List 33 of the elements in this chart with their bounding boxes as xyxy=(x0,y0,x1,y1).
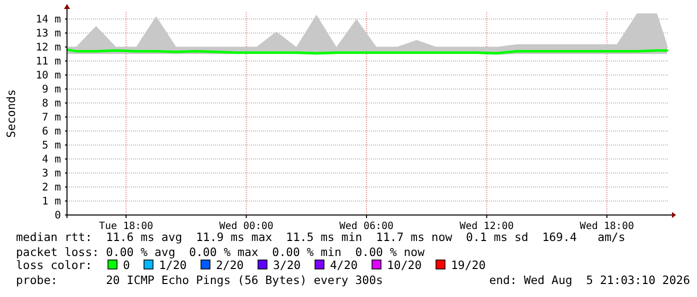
legend-label: 19/20 xyxy=(451,258,486,272)
y-tick-label: 13 m xyxy=(36,28,61,40)
y-tick-label: 8 m xyxy=(42,98,61,110)
text: packet loss: 0.00 % avg 0.00 % max 0.00 % min 0.00 % now xyxy=(16,245,425,259)
y-tick-label: 9 m xyxy=(42,84,61,96)
legend-label: 4/20 xyxy=(330,258,358,272)
y-tick-label: 3 m xyxy=(42,168,61,180)
x-tick-label: Tue 18:00 xyxy=(99,221,154,232)
y-tick-label: 11 m xyxy=(36,56,61,68)
y-tick-label: 12 m xyxy=(36,42,61,54)
legend-title: loss color: xyxy=(16,258,92,272)
y-tick-label: 4 m xyxy=(42,154,61,166)
x-tick-label: Wed 12:00 xyxy=(460,221,514,232)
y-axis-title: Seconds xyxy=(4,89,18,138)
legend-label: 0 xyxy=(123,258,130,272)
legend-label: 2/20 xyxy=(216,258,244,272)
y-tick-label: 5 m xyxy=(42,140,61,152)
text: probe: 20 ICMP Echo Pings (56 Bytes) every 300s xyxy=(16,273,383,287)
y-tick-label: 1 m xyxy=(42,196,61,208)
x-tick-label: Wed 18:00 xyxy=(580,221,634,232)
y-tick-label: 7 m xyxy=(42,112,61,124)
y-tick-label: 6 m xyxy=(42,126,61,138)
x-tick-label: Wed 06:00 xyxy=(339,221,394,232)
text: median rtt: 11.6 ms avg 11.9 ms max 11.5 ms min 11.7 ms now 0.1 ms sd 169.4 am/s xyxy=(16,230,626,244)
legend-label: 1/20 xyxy=(159,258,187,272)
y-tick-label: 0 xyxy=(54,210,61,222)
x-tick-label: Wed 00:00 xyxy=(219,221,274,232)
y-tick-label: 14 m xyxy=(36,14,61,26)
y-tick-label: 2 m xyxy=(42,182,61,194)
y-tick-label: 10 m xyxy=(36,70,61,82)
legend-label: 3/20 xyxy=(273,258,301,272)
text: end: Wed Aug 5 21:03:10 2026 xyxy=(489,273,690,287)
legend-label: 10/20 xyxy=(387,258,422,272)
